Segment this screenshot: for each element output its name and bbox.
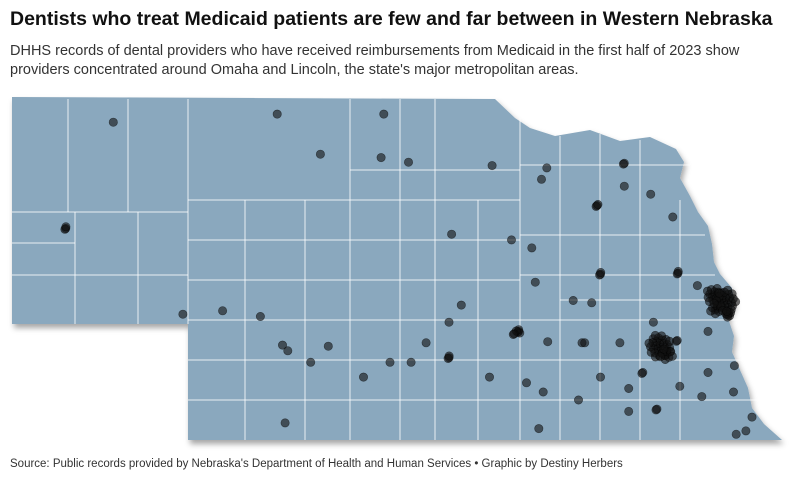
provider-dot bbox=[703, 367, 713, 377]
provider-dot bbox=[615, 338, 625, 348]
provider-dot bbox=[447, 229, 457, 239]
provider-dot bbox=[573, 395, 583, 405]
provider-dot bbox=[624, 383, 634, 393]
provider-dot bbox=[283, 346, 293, 356]
source-note: Source: Public records provided by Nebra… bbox=[10, 458, 623, 470]
provider-dot bbox=[542, 163, 552, 173]
provider-dot bbox=[255, 311, 265, 321]
county-borders bbox=[12, 99, 760, 440]
provider-dot bbox=[421, 338, 431, 348]
provider-dot bbox=[741, 426, 751, 436]
nebraska-state-shape bbox=[12, 97, 782, 440]
provider-dot bbox=[667, 351, 677, 361]
provider-dot bbox=[108, 117, 118, 127]
provider-dot bbox=[487, 161, 497, 171]
provider-dot bbox=[651, 405, 661, 415]
provider-dot bbox=[543, 337, 553, 347]
provider-dot bbox=[376, 153, 386, 163]
provider-dot bbox=[650, 330, 660, 340]
provider-dot bbox=[406, 357, 416, 367]
provider-dot bbox=[731, 297, 741, 307]
provider-dot bbox=[702, 286, 712, 296]
provider-dot bbox=[379, 109, 389, 119]
provider-dot bbox=[728, 387, 738, 397]
provider-dot bbox=[403, 157, 413, 167]
provider-dot bbox=[280, 418, 290, 428]
provider-dot bbox=[644, 338, 654, 348]
provider-dot bbox=[595, 372, 605, 382]
provider-dot bbox=[580, 338, 590, 348]
provider-dot bbox=[659, 344, 669, 354]
provider-dot bbox=[315, 149, 325, 159]
provider-dot bbox=[655, 352, 665, 362]
provider-dot bbox=[277, 340, 287, 350]
provider-dot bbox=[484, 372, 494, 382]
provider-dot bbox=[671, 336, 681, 346]
provider-dot bbox=[637, 368, 647, 378]
provider-dot bbox=[587, 298, 597, 308]
provider-dot bbox=[731, 429, 741, 439]
provider-dot bbox=[306, 357, 316, 367]
provider-dot bbox=[538, 387, 548, 397]
provider-dot bbox=[618, 159, 628, 169]
provider-dot bbox=[508, 329, 518, 339]
provider-dot bbox=[648, 317, 658, 327]
provider-dot bbox=[619, 181, 629, 191]
provider-dot bbox=[521, 378, 531, 388]
provider-dot bbox=[692, 281, 702, 291]
provider-dot bbox=[385, 357, 395, 367]
provider-dot bbox=[709, 298, 719, 308]
provider-dot bbox=[714, 288, 724, 298]
provider-dot bbox=[624, 406, 634, 416]
provider-dot bbox=[536, 174, 546, 184]
provider-dot bbox=[668, 212, 678, 222]
provider-dot bbox=[729, 361, 739, 371]
provider-dot bbox=[703, 326, 713, 336]
provider-dot bbox=[530, 277, 540, 287]
provider-dots bbox=[60, 109, 757, 439]
provider-dot bbox=[218, 306, 228, 316]
provider-dot bbox=[722, 306, 732, 316]
provider-dot bbox=[675, 381, 685, 391]
provider-dot bbox=[456, 300, 466, 310]
provider-dot bbox=[534, 424, 544, 434]
chart-subtitle: DHHS records of dental providers who hav… bbox=[10, 43, 740, 78]
provider-dot bbox=[323, 341, 333, 351]
provider-dot bbox=[706, 306, 716, 316]
provider-dot bbox=[272, 109, 282, 119]
provider-dot bbox=[506, 235, 516, 245]
provider-dot bbox=[444, 317, 454, 327]
provider-dot bbox=[527, 243, 537, 253]
provider-dot bbox=[646, 189, 656, 199]
provider-dot bbox=[593, 200, 603, 210]
provider-dot bbox=[444, 351, 454, 361]
provider-dot bbox=[697, 392, 707, 402]
provider-dot bbox=[61, 222, 71, 232]
provider-dot bbox=[747, 412, 757, 422]
provider-dot bbox=[178, 309, 188, 319]
provider-dot bbox=[723, 285, 733, 295]
provider-dot bbox=[358, 372, 368, 382]
chart-title: Dentists who treat Medicaid patients are… bbox=[10, 8, 773, 30]
provider-dot bbox=[568, 295, 578, 305]
provider-dot bbox=[596, 267, 606, 277]
provider-dot bbox=[673, 266, 683, 276]
